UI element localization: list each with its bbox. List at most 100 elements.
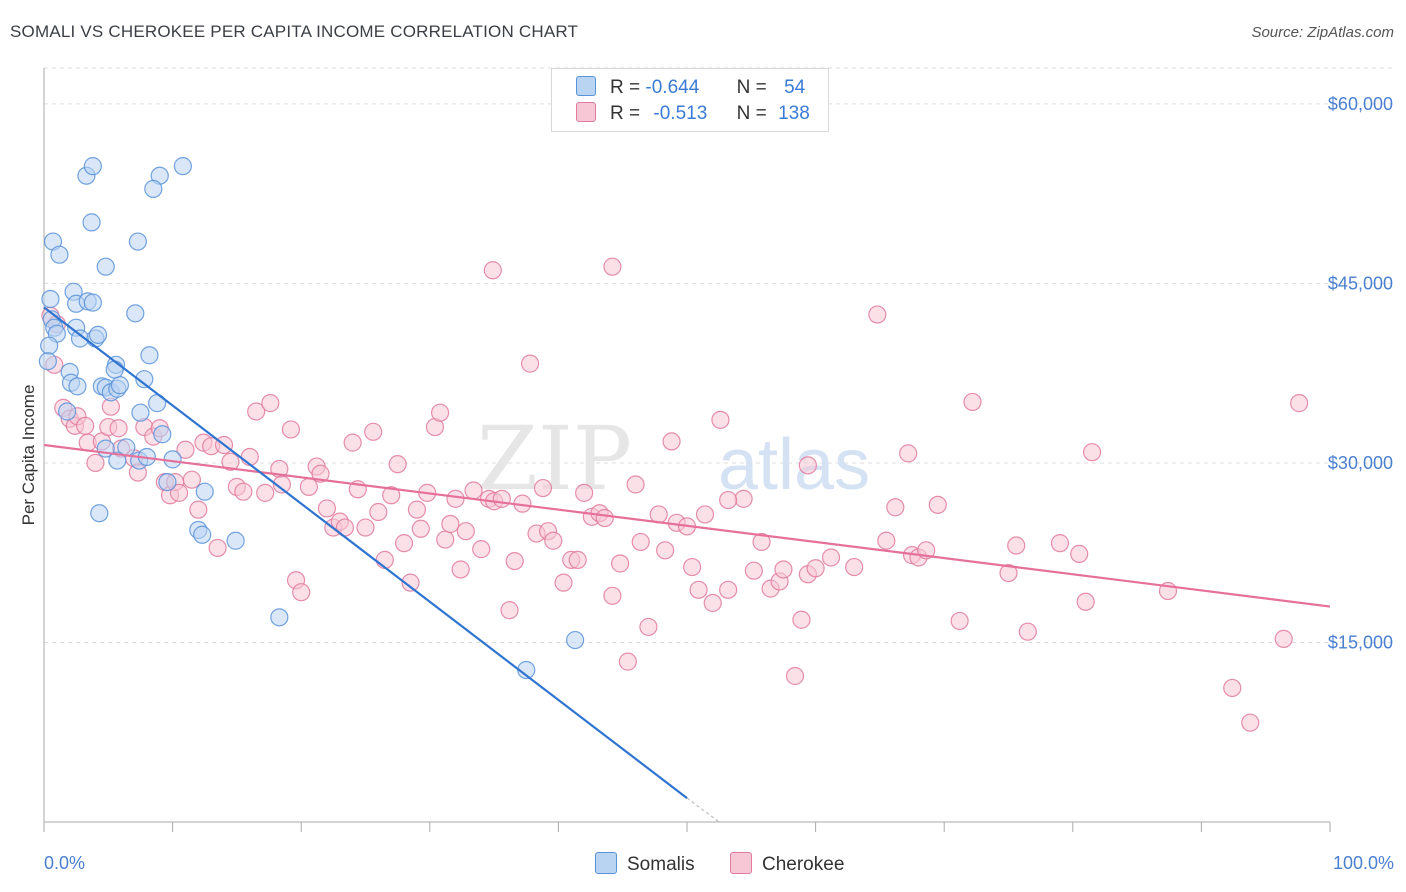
cherokee-point: [899, 444, 918, 463]
cherokee-point: [1290, 394, 1309, 413]
cherokee-point: [411, 519, 430, 538]
somali-point: [173, 157, 192, 176]
cherokee-point: [695, 505, 715, 524]
cherokee-swatch: [576, 102, 596, 122]
cherokee-point: [785, 666, 805, 686]
axes: [43, 68, 1331, 832]
cherokee-point: [492, 489, 511, 508]
somali-point: [88, 325, 108, 344]
somali-point: [83, 157, 102, 176]
cherokee-point: [208, 538, 227, 558]
bottom-legend-cherokee: Cherokee: [730, 852, 844, 876]
cherokee-point: [364, 422, 383, 441]
cherokee-point: [483, 261, 502, 280]
x-tick-label-max: 100.0%: [1333, 853, 1394, 873]
cherokee-point: [950, 611, 969, 631]
somali-point: [96, 257, 115, 276]
cherokee-point: [752, 532, 771, 552]
cherokee-point: [774, 560, 793, 579]
cherokee-point: [221, 452, 240, 471]
cherokee-point: [299, 477, 319, 496]
cherokee-point: [533, 478, 553, 498]
cherokee-point: [821, 548, 841, 567]
y-tick-label: $45,000: [1328, 273, 1393, 293]
cherokee-point: [711, 410, 730, 429]
somali-n-label: N =: [736, 77, 767, 98]
somali-point: [110, 376, 129, 395]
somali-points: [38, 157, 585, 680]
cherokee-point: [1007, 536, 1026, 555]
cherokee-point: [456, 522, 475, 541]
cherokee-point: [877, 531, 896, 550]
cherokee-point: [792, 610, 811, 629]
cherokee-point: [734, 489, 753, 508]
cherokee-point: [568, 550, 587, 569]
somali-point: [128, 232, 147, 251]
cherokee-point: [441, 514, 460, 534]
correlation-legend: R = -0.644 N = 54 R = -0.513 N = 138: [551, 68, 829, 132]
cherokee-point: [1076, 592, 1095, 611]
cherokee-point: [256, 483, 275, 502]
chart-title: SOMALI VS CHEROKEE PER CAPITA INCOME COR…: [10, 22, 579, 41]
cherokee-point: [394, 534, 414, 553]
cherokee-point: [311, 464, 330, 483]
somali-swatch: [576, 76, 596, 96]
watermark: ZIP atlas: [477, 407, 870, 510]
cherokee-point: [618, 652, 637, 671]
cherokee-point: [281, 420, 301, 439]
somali-point: [83, 293, 102, 312]
legend-row-cherokee: R = -0.513 N = 138: [576, 102, 810, 126]
somali-point: [68, 377, 87, 396]
cherokee-point: [521, 354, 540, 373]
somali-r-value: -0.644: [645, 77, 700, 98]
cherokee-r-value: -0.513: [653, 103, 708, 124]
cherokee-point: [430, 403, 450, 422]
cherokee-point: [1018, 622, 1037, 641]
somali-point: [50, 245, 69, 264]
cherokee-point: [247, 402, 266, 421]
cherokee-point: [343, 433, 362, 452]
cherokee-point: [169, 483, 189, 502]
somali-point: [158, 473, 177, 492]
y-tick-label: $15,000: [1328, 632, 1393, 652]
cherokee-point: [382, 486, 401, 505]
cherokee-point: [554, 573, 573, 592]
cherokee-point: [631, 532, 650, 552]
somali-trend-extension: [686, 797, 720, 823]
trend-lines: [43, 306, 1331, 823]
cherokee-point: [240, 447, 259, 467]
somali-trend-line: [43, 306, 688, 799]
cherokee-point: [595, 508, 614, 528]
cherokee-point: [603, 257, 622, 276]
somali-point: [153, 425, 172, 444]
cherokee-point: [86, 453, 105, 473]
somali-point: [566, 630, 585, 650]
cherokee-point: [261, 394, 280, 413]
somali-point: [193, 525, 212, 544]
cherokee-point: [500, 601, 519, 620]
cherokee-point: [1070, 544, 1089, 564]
bottom-cherokee-label: Cherokee: [762, 854, 845, 875]
cherokee-point: [505, 551, 524, 571]
cherokee-point: [1241, 713, 1260, 732]
y-tick-label: $30,000: [1328, 453, 1393, 473]
cherokee-point: [464, 481, 483, 500]
source-label: Source: ZipAtlas.com: [1251, 24, 1394, 41]
bottom-legend-somali: Somalis: [595, 852, 695, 876]
somali-point: [41, 289, 60, 309]
cherokee-point: [176, 440, 195, 459]
cherokee-point: [234, 482, 253, 501]
legend-row-somali: R = -0.644 N = 54: [576, 76, 805, 100]
somali-point: [105, 360, 124, 379]
somali-point: [140, 346, 159, 365]
somali-point: [90, 504, 109, 523]
cherokee-point: [575, 483, 594, 502]
somali-point: [270, 608, 289, 627]
cherokee-point: [388, 455, 407, 474]
somali-point: [195, 482, 214, 501]
cherokee-point: [719, 490, 738, 510]
cherokee-point: [639, 617, 658, 637]
cherokee-point: [703, 593, 722, 613]
cherokee-point: [292, 583, 311, 602]
cherokee-point: [886, 498, 905, 517]
